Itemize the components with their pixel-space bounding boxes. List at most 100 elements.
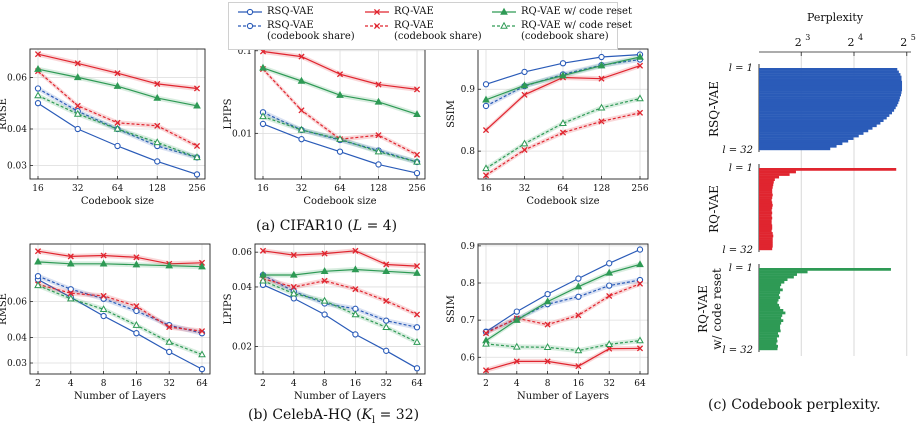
rq-point (544, 358, 551, 365)
rq-perplexity-bar (759, 198, 772, 202)
y-tick-label: 0.06 (232, 248, 252, 258)
plot-frame (29, 243, 211, 375)
rsq_s-point (34, 272, 42, 280)
rqr-perplexity-bar (759, 278, 788, 282)
rsq_s-point (413, 324, 421, 331)
rq_s-band (263, 276, 417, 317)
rq-point (352, 247, 359, 254)
rqr_s-point (320, 296, 329, 304)
rsq_s-point (482, 102, 490, 110)
rqr_s-point (34, 91, 42, 99)
rqr_s-point (512, 342, 521, 350)
plot-frame (254, 243, 426, 375)
rqr_s-band (38, 283, 202, 358)
rq-point (482, 367, 490, 374)
rq-perplexity-bar (759, 237, 773, 240)
rqr-point (34, 257, 42, 265)
rqr-perplexity-bar (759, 329, 781, 333)
rq-perplexity-bar (759, 178, 775, 182)
rqr-point (198, 262, 206, 270)
x-tick-label: 128 (370, 184, 387, 194)
rqr_s-point (297, 125, 306, 133)
perplexity-panel-label: RQ-VAE (707, 185, 721, 233)
rq_s-line (485, 283, 641, 334)
rsq-perplexity-bar (759, 78, 902, 82)
rqr_s-point (259, 112, 267, 120)
legend-swatch (365, 22, 389, 30)
rsq-perplexity-bar (759, 139, 849, 143)
y-tick-label: 0.01 (232, 129, 252, 139)
rsq-perplexity-bar (759, 103, 898, 107)
rq-perplexity-bar (759, 203, 773, 207)
rsq-perplexity-bar (759, 85, 903, 89)
legend-marker (246, 8, 254, 16)
rq-point (193, 85, 201, 92)
rqr_s-line (262, 280, 418, 343)
rq-perplexity-bar (759, 244, 773, 248)
rsq-point (34, 100, 42, 107)
rsq-line (262, 284, 418, 369)
rqr_s-point (351, 310, 360, 318)
x-tick-label: 256 (631, 184, 648, 194)
rq-point (34, 248, 42, 255)
rq-perplexity-bar (759, 191, 773, 194)
legend-marker (373, 8, 381, 16)
rqr_s-point (482, 339, 490, 347)
x-tick-label: 64 (196, 379, 208, 389)
rqr-point (543, 297, 552, 305)
rsq-perplexity-bar (759, 70, 899, 74)
rqr-perplexity-bar (759, 301, 778, 305)
x-tick-label: 8 (545, 379, 551, 389)
rq-perplexity-bar (759, 211, 773, 215)
y-tick-label: 0.6 (461, 353, 476, 363)
rqr-perplexity-bar (759, 306, 781, 310)
y-tick-label: 0.06 (7, 298, 27, 308)
rqr-point (520, 81, 529, 89)
y-tick-label: 0.1 (238, 47, 252, 57)
x-axis-label: Number of Layers (294, 391, 386, 402)
rsq-perplexity-bar (759, 88, 903, 92)
rq-point (133, 254, 140, 261)
rq-point (513, 358, 520, 365)
y-tick-label: 0.06 (7, 73, 27, 83)
layer-label-bottom: l = 32 (722, 145, 753, 156)
rq-band (263, 248, 417, 269)
rsq-perplexity-bar (759, 132, 864, 135)
rqr-perplexity-bar (759, 291, 781, 294)
rqr-point (597, 61, 606, 69)
rqr-point (193, 101, 201, 109)
rq-point (336, 71, 344, 78)
rq-line (37, 250, 203, 265)
perplexity-x-tick-exp: 4 (858, 33, 863, 42)
rqr_s-point (574, 346, 583, 354)
rqr_s-point (382, 323, 391, 330)
rq-point (259, 247, 267, 254)
rqr-point (113, 81, 122, 89)
x-tick-label: 4 (291, 379, 297, 389)
rqr-perplexity-bar (759, 293, 780, 297)
rq_s-point (67, 290, 74, 297)
rsq-point (166, 348, 173, 356)
rqr_s-point (165, 337, 174, 345)
rq_s-line (37, 283, 203, 332)
rsq-point (383, 347, 390, 354)
y-tick-label: 0.04 (7, 334, 27, 344)
x-tick-label: 2 (260, 379, 266, 389)
rsq-point (114, 142, 121, 150)
rqr_s-band (486, 96, 640, 171)
rsq-point (559, 60, 567, 67)
cifar-rmse-chart: 16 32 64 128 256 0.03 0.04 0.06 Codebook size RMS… (0, 48, 206, 207)
rqr_s-band (486, 338, 640, 354)
rqr-perplexity-bar (759, 296, 781, 299)
rsq_s-line (262, 274, 418, 328)
x-tick-label: 64 (634, 379, 646, 389)
rqr_s-point (597, 103, 606, 111)
rq-point (321, 250, 328, 257)
y-axis-label: SSIM (446, 100, 457, 128)
legend-swatch (492, 21, 516, 29)
x-tick-label: 64 (112, 184, 124, 194)
rqr_s-point (559, 119, 567, 126)
rsq-perplexity-bar (759, 144, 837, 148)
x-tick-label: 32 (296, 184, 307, 194)
y-tick-label: 0.03 (7, 359, 27, 369)
